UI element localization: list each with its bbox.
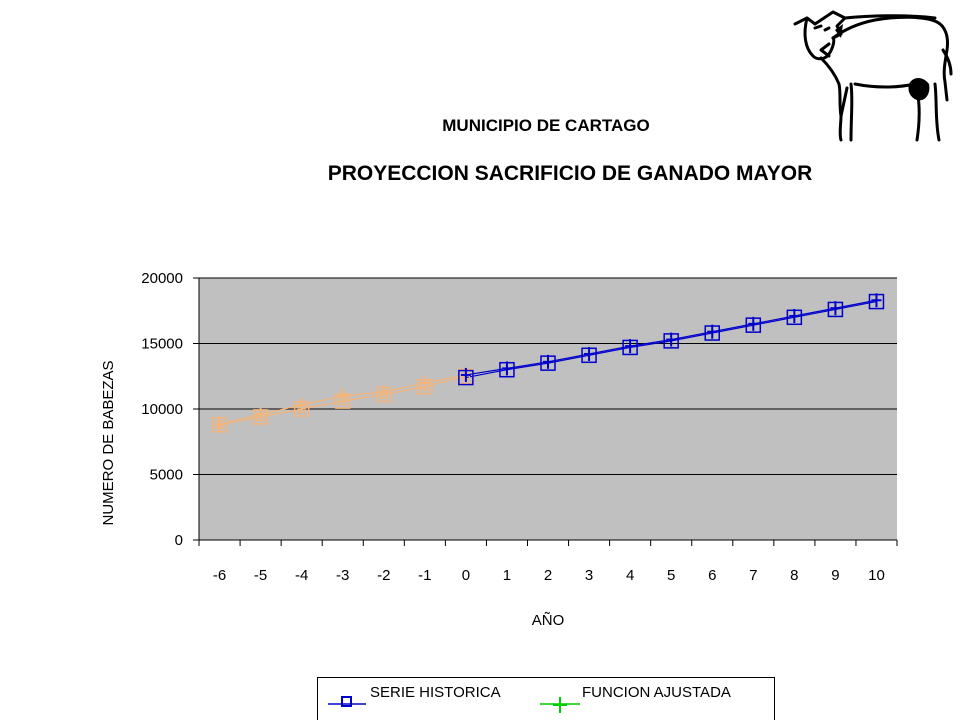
- point-funcion-ajustada: [255, 407, 266, 422]
- chart-title: PROYECCION SACRIFICIO DE GANADO MAYOR: [327, 162, 813, 185]
- point-funcion-ajustada: [460, 367, 471, 382]
- point-funcion-ajustada: [501, 361, 512, 376]
- point-funcion-ajustada: [830, 301, 841, 316]
- x-tick-label: 10: [868, 567, 885, 584]
- point-funcion-ajustada: [584, 346, 595, 361]
- x-tick-label: 9: [831, 567, 839, 584]
- x-tick-label: 3: [585, 567, 593, 584]
- gridlines: [199, 277, 897, 475]
- y-tick-label: 15000: [141, 336, 183, 353]
- x-tick-label: 4: [626, 567, 634, 584]
- x-tick-label: 6: [708, 567, 716, 584]
- y-tick-label: 20000: [141, 270, 183, 287]
- point-funcion-ajustada: [419, 375, 430, 390]
- x-tick-label: -5: [254, 567, 267, 584]
- point-funcion-ajustada: [214, 417, 225, 432]
- point-funcion-ajustada: [337, 388, 348, 403]
- x-tick-label: 1: [503, 567, 511, 584]
- y-tick-label: 5000: [150, 467, 183, 484]
- point-funcion-ajustada: [296, 398, 307, 413]
- y-tick-label: 0: [175, 532, 183, 549]
- point-funcion-ajustada: [378, 384, 389, 399]
- x-tick-label: 2: [544, 567, 552, 584]
- legend: SERIE HISTORICA FUNCION AJUSTADA: [317, 677, 775, 720]
- x-tick-label: -1: [418, 567, 431, 584]
- x-tick-label: 8: [790, 567, 798, 584]
- x-tick-label: 5: [667, 567, 675, 584]
- x-tick-label: 7: [749, 567, 757, 584]
- point-funcion-ajustada: [789, 308, 800, 323]
- point-funcion-ajustada: [625, 339, 636, 354]
- y-axis-title: NUMERO DE BABEZAS: [100, 360, 117, 525]
- point-funcion-ajustada: [707, 324, 718, 339]
- point-funcion-ajustada: [871, 293, 882, 308]
- axes: [193, 277, 898, 546]
- legend-swatch-serie-historica: [328, 696, 366, 707]
- point-funcion-ajustada: [666, 332, 677, 347]
- cow-icon: [793, 10, 953, 142]
- series-group: [211, 293, 885, 433]
- x-tick-label: -2: [377, 567, 390, 584]
- legend-label-funcion-ajustada: FUNCION AJUSTADA: [582, 684, 731, 701]
- x-tick-label: -3: [336, 567, 349, 584]
- tick-labels: 0 5000 10000 15000 20000 -6 -5 -4 -3 -2 -1 0 1 2 3 4 5 6 7…: [141, 270, 885, 584]
- chart-subtitle: MUNICIPIO DE CARTAGO: [442, 116, 650, 135]
- x-tick-label: -6: [213, 567, 226, 584]
- x-axis-title: AÑO: [532, 612, 565, 629]
- point-funcion-ajustada: [543, 354, 553, 369]
- y-tick-label: 10000: [141, 401, 183, 418]
- point-funcion-ajustada: [748, 316, 759, 331]
- x-tick-label: -4: [295, 567, 308, 584]
- x-tick-label: 0: [462, 567, 470, 584]
- legend-label-serie-historica: SERIE HISTORICA: [370, 684, 501, 701]
- legend-swatch-funcion-ajustada: [540, 697, 580, 713]
